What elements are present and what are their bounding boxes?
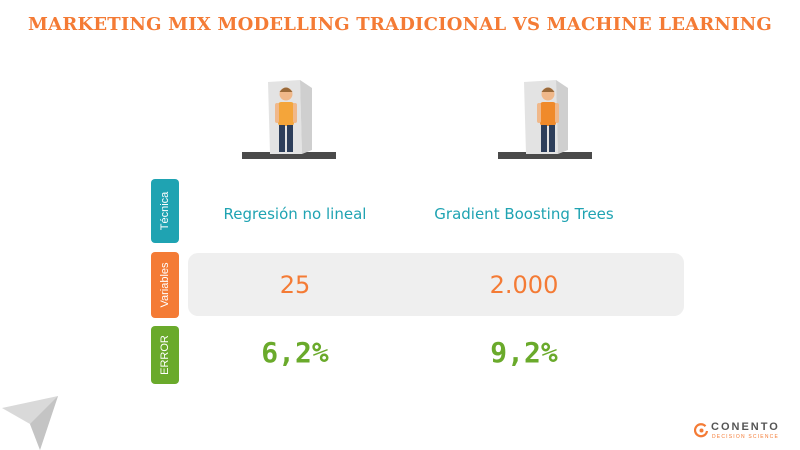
row-label-text: Técnica — [159, 191, 171, 231]
error-ml: 9,2% — [490, 336, 558, 369]
tecnica-traditional: Regresión no lineal — [223, 205, 367, 223]
variables-ml: 2.000 — [489, 271, 559, 299]
conento-logo: CONENTO DECISION SCIENCE — [694, 421, 794, 445]
row-label-text: Variables — [159, 262, 171, 308]
tecnica-ml: Gradient Boosting Trees — [434, 205, 614, 223]
person-in-doorway-icon — [498, 80, 592, 159]
variables-traditional: 25 — [279, 271, 311, 299]
page-title: MARKETING MIX MODELLING TRADICIONAL VS M… — [28, 14, 772, 35]
row-label-tecnica: Técnica — [151, 179, 179, 243]
row-label-variables: Variables — [151, 252, 179, 318]
arrow-deco-icon — [2, 396, 58, 450]
row-label-text: ERROR — [159, 335, 171, 375]
conento-logo-icon — [694, 423, 709, 438]
error-traditional: 6,2% — [261, 336, 329, 369]
variables-band — [188, 253, 684, 316]
row-label-error: ERROR — [151, 326, 179, 384]
logo-wordmark: CONENTO — [711, 421, 780, 433]
logo-tagline: DECISION SCIENCE — [712, 434, 779, 440]
person-in-doorway-icon — [242, 80, 336, 159]
